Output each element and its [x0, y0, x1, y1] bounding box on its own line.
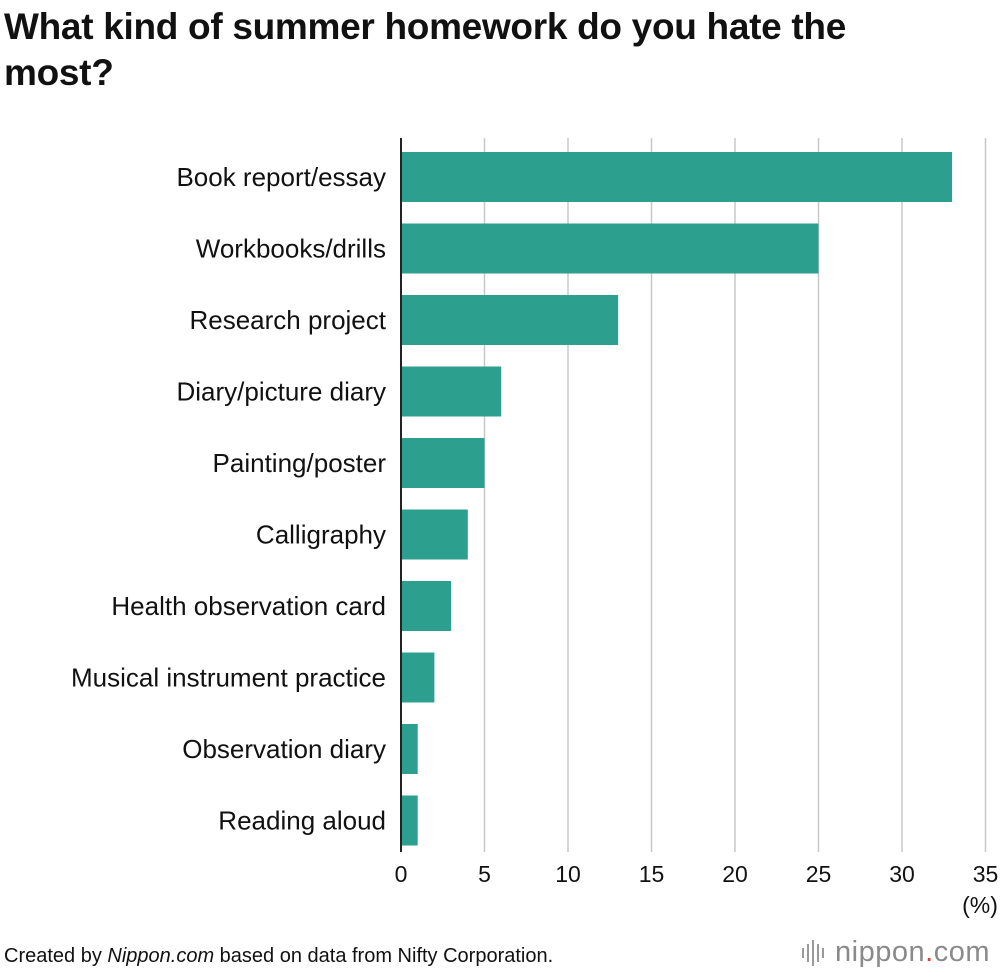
bar-chart: Book report/essay Workbooks/drills Researc… [71, 138, 999, 918]
bar [401, 223, 819, 274]
logo-dot: . [925, 936, 934, 968]
x-axis-unit-label: (%) [962, 892, 998, 918]
logo-text-part2: com [933, 936, 990, 968]
nippon-logo: nippon. com [802, 936, 990, 969]
x-tick-label: 20 [722, 861, 748, 887]
logo-text-part1: nippon [835, 936, 926, 968]
category-label: Calligraphy [256, 520, 386, 550]
bar [401, 438, 485, 488]
category-label: Workbooks/drills [196, 234, 386, 264]
x-tick-label: 25 [806, 861, 832, 887]
category-label: Health observation card [111, 591, 386, 621]
credit-suffix: based on data from Nifty Corporation. [214, 945, 554, 967]
credit-source-name: Nippon.com [107, 945, 215, 967]
x-tick-labels: 0 5 10 15 20 25 30 35 [395, 861, 999, 887]
bar [401, 724, 418, 774]
x-tick-label: 35 [973, 861, 999, 887]
bar [401, 295, 619, 345]
bars [401, 152, 953, 846]
x-tick-label: 30 [889, 861, 915, 887]
bar [401, 581, 452, 631]
bar [401, 509, 468, 560]
bar [401, 152, 953, 202]
category-label: Musical instrument practice [71, 663, 386, 693]
bar [401, 366, 502, 417]
category-label: Observation diary [182, 734, 386, 764]
bar [401, 795, 418, 846]
logo-bars-icon [802, 939, 827, 966]
category-label: Book report/essay [176, 162, 386, 192]
category-label: Diary/picture diary [176, 377, 386, 407]
category-label: Painting/poster [213, 448, 387, 478]
bar [401, 652, 435, 703]
credit-prefix: Created by [4, 945, 108, 967]
x-tick-label: 10 [555, 861, 581, 887]
category-labels: Book report/essay Workbooks/drills Researc… [71, 162, 387, 836]
x-tick-label: 5 [478, 861, 491, 887]
category-label: Research project [189, 305, 386, 335]
category-label: Reading aloud [218, 806, 386, 836]
x-tick-label: 0 [395, 861, 408, 887]
chart-title: What kind of summer homework do you hate… [4, 6, 846, 93]
source-credit: Created by Nippon.com based on data from… [4, 945, 553, 968]
x-tick-label: 15 [639, 861, 665, 887]
